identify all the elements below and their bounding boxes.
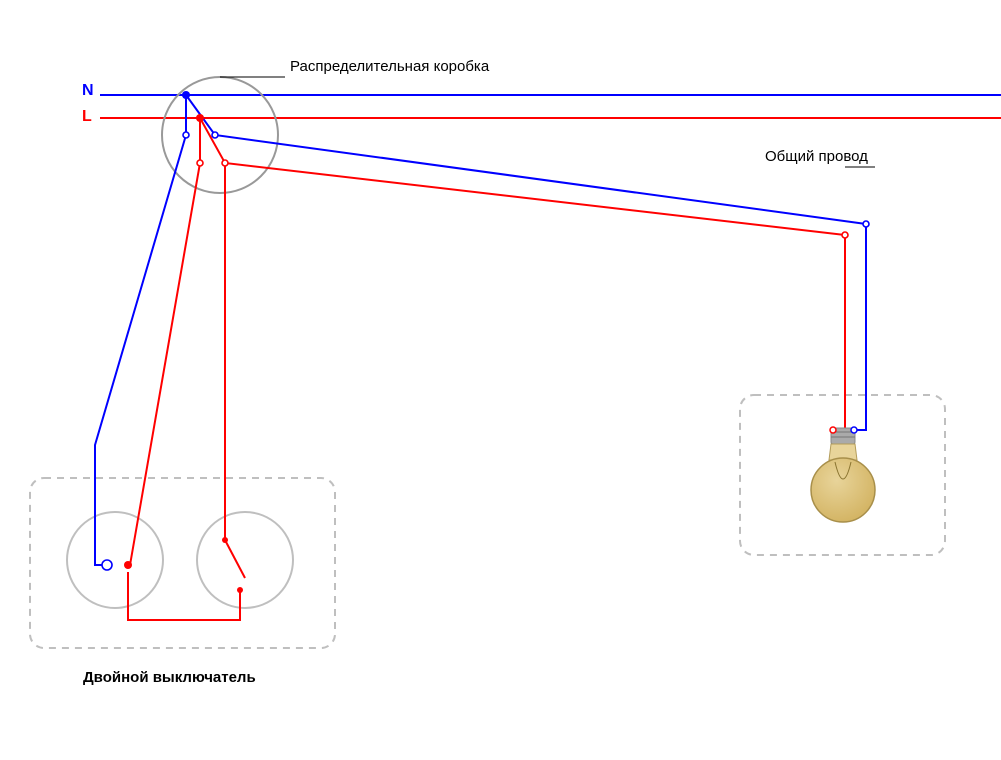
label-double-switch: Двойной выключатель: [83, 669, 256, 686]
label-L: L: [82, 108, 92, 126]
label-N: N: [82, 82, 94, 100]
wiring-diagram: [0, 0, 1001, 760]
label-junction-box: Распределительная коробка: [290, 58, 489, 75]
label-common-wire: Общий провод: [765, 148, 868, 165]
